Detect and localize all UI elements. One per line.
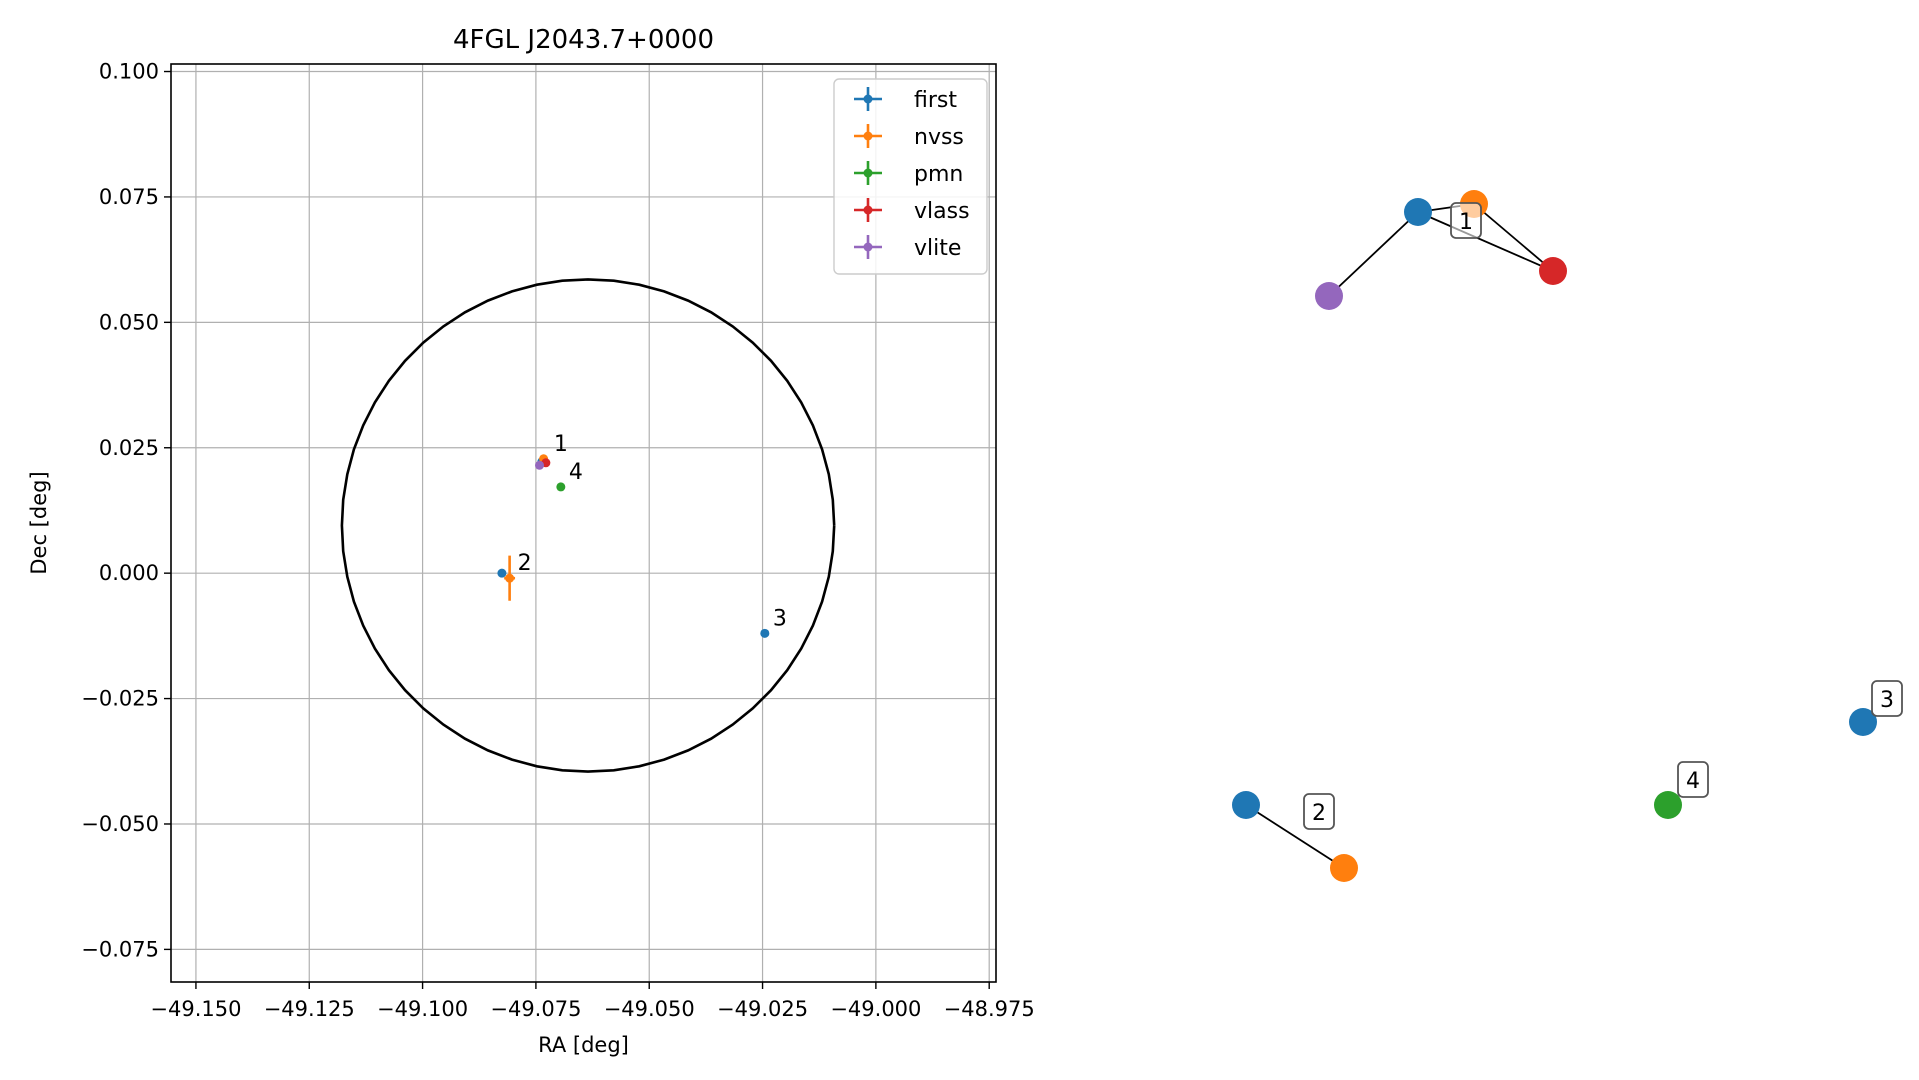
graph-label-box xyxy=(1677,761,1709,798)
data-point-pmn xyxy=(556,482,566,492)
x-tick-label: −49.000 xyxy=(830,997,921,1021)
graph-label: 2 xyxy=(1312,801,1326,826)
point-label: 2 xyxy=(518,551,532,576)
match-graph: 1 2 3 4 xyxy=(1232,190,1903,882)
legend-label-nvss: nvss xyxy=(914,125,964,150)
graph-label: 1 xyxy=(1459,210,1473,235)
legend-label-vlass: vlass xyxy=(914,199,970,224)
legend-label-vlite: vlite xyxy=(914,236,961,261)
point-label: 1 xyxy=(554,432,568,457)
x-tick-label: −49.100 xyxy=(377,997,468,1021)
data-points xyxy=(497,454,770,638)
legend-label-pmn: pmn xyxy=(914,162,963,187)
y-axis-label: Dec [deg] xyxy=(27,471,51,574)
y-tick-label: −0.025 xyxy=(81,687,159,711)
graph-edge xyxy=(1328,211,1419,297)
x-axis-label: RA [deg] xyxy=(538,1033,629,1057)
chart-title: 4FGL J2043.7+0000 xyxy=(453,25,714,55)
legend-marker-first xyxy=(863,94,873,104)
legend-marker-pmn xyxy=(863,168,873,178)
y-axis-ticks: −0.075 −0.050 −0.025 0.000 0.025 0.050 0.075 0.… xyxy=(81,60,171,961)
legend: first nvss pmn vlass vlite xyxy=(833,78,988,275)
data-point-nvss xyxy=(505,573,515,583)
legend-marker-nvss xyxy=(863,131,873,141)
data-point-first xyxy=(497,568,507,578)
graph-node-first-2 xyxy=(1232,791,1260,819)
x-axis-ticks: −49.150 −49.125 −49.100 −49.075 −49.050 −49.0… xyxy=(150,982,1035,1021)
graph-label: 3 xyxy=(1880,688,1894,713)
y-tick-label: −0.075 xyxy=(81,937,159,961)
legend-box xyxy=(833,78,988,275)
graph-node-first-3 xyxy=(1849,708,1877,736)
graph-node-first-1 xyxy=(1404,198,1432,226)
graph-label: 4 xyxy=(1686,769,1700,794)
graph-edge xyxy=(1417,211,1554,272)
graph-label-box xyxy=(1303,793,1335,830)
graph-node-pmn-4 xyxy=(1654,791,1682,819)
x-tick-label: −49.150 xyxy=(150,997,241,1021)
grid-lines xyxy=(171,64,996,982)
legend-label-first: first xyxy=(914,88,957,113)
sky-plot: 14 2 3 −49.150 −49.125 −49.100 −49.075 −49.050… xyxy=(27,25,1035,1057)
x-tick-label: −49.025 xyxy=(717,997,808,1021)
legend-marker-vlass xyxy=(863,205,873,215)
y-tick-label: 0.100 xyxy=(99,60,159,84)
graph-label-box xyxy=(1871,680,1903,717)
legend-marker-vlite xyxy=(863,242,873,252)
x-tick-label: −49.075 xyxy=(490,997,581,1021)
point-label: 4 xyxy=(569,460,583,485)
y-tick-label: −0.050 xyxy=(81,812,159,836)
plot-frame xyxy=(170,63,997,983)
y-tick-label: 0.025 xyxy=(99,436,159,460)
point-label: 3 xyxy=(773,606,787,631)
uncertainty-circle-layer xyxy=(340,278,836,773)
graph-label-box xyxy=(1450,202,1482,239)
point-annotations: 14 2 3 xyxy=(518,432,787,632)
graph-node-nvss-2 xyxy=(1330,854,1358,882)
graph-node-vlass-1 xyxy=(1539,257,1567,285)
graph-node-vlite-1 xyxy=(1315,282,1343,310)
uncertainty-circle xyxy=(340,278,836,773)
y-tick-label: 0.050 xyxy=(99,310,159,334)
data-point-first xyxy=(760,628,770,638)
graph-edge xyxy=(1245,804,1345,869)
x-tick-label: −49.125 xyxy=(264,997,355,1021)
y-tick-label: 0.075 xyxy=(99,185,159,209)
x-tick-label: −49.050 xyxy=(604,997,695,1021)
graph-edge xyxy=(1473,203,1554,272)
y-tick-label: 0.000 xyxy=(99,561,159,585)
graph-labels: 1 2 3 4 xyxy=(1303,202,1903,830)
x-tick-label: −48.975 xyxy=(944,997,1035,1021)
data-point-vlite xyxy=(535,460,545,470)
